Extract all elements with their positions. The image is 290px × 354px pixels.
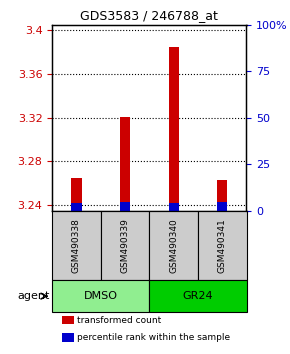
- Bar: [168, 47, 179, 211]
- Bar: [120, 116, 130, 211]
- Bar: [62, 333, 74, 342]
- Bar: [217, 202, 227, 211]
- Bar: [62, 315, 74, 324]
- Text: transformed count: transformed count: [77, 316, 162, 325]
- Text: agent: agent: [17, 291, 50, 301]
- Bar: [71, 203, 81, 211]
- FancyBboxPatch shape: [149, 211, 198, 280]
- Text: GR24: GR24: [183, 291, 213, 301]
- Text: percentile rank within the sample: percentile rank within the sample: [77, 333, 231, 342]
- FancyBboxPatch shape: [52, 211, 101, 280]
- Title: GDS3583 / 246788_at: GDS3583 / 246788_at: [80, 9, 218, 22]
- Text: DMSO: DMSO: [84, 291, 118, 301]
- Text: GSM490341: GSM490341: [218, 218, 227, 273]
- FancyBboxPatch shape: [101, 211, 149, 280]
- Text: GSM490339: GSM490339: [121, 218, 130, 273]
- Bar: [120, 202, 130, 211]
- FancyBboxPatch shape: [198, 211, 246, 280]
- FancyBboxPatch shape: [52, 280, 149, 312]
- Text: GSM490338: GSM490338: [72, 218, 81, 273]
- Bar: [168, 203, 179, 211]
- Text: GSM490340: GSM490340: [169, 218, 178, 273]
- Bar: [71, 178, 81, 211]
- Bar: [217, 180, 227, 211]
- FancyBboxPatch shape: [149, 280, 246, 312]
